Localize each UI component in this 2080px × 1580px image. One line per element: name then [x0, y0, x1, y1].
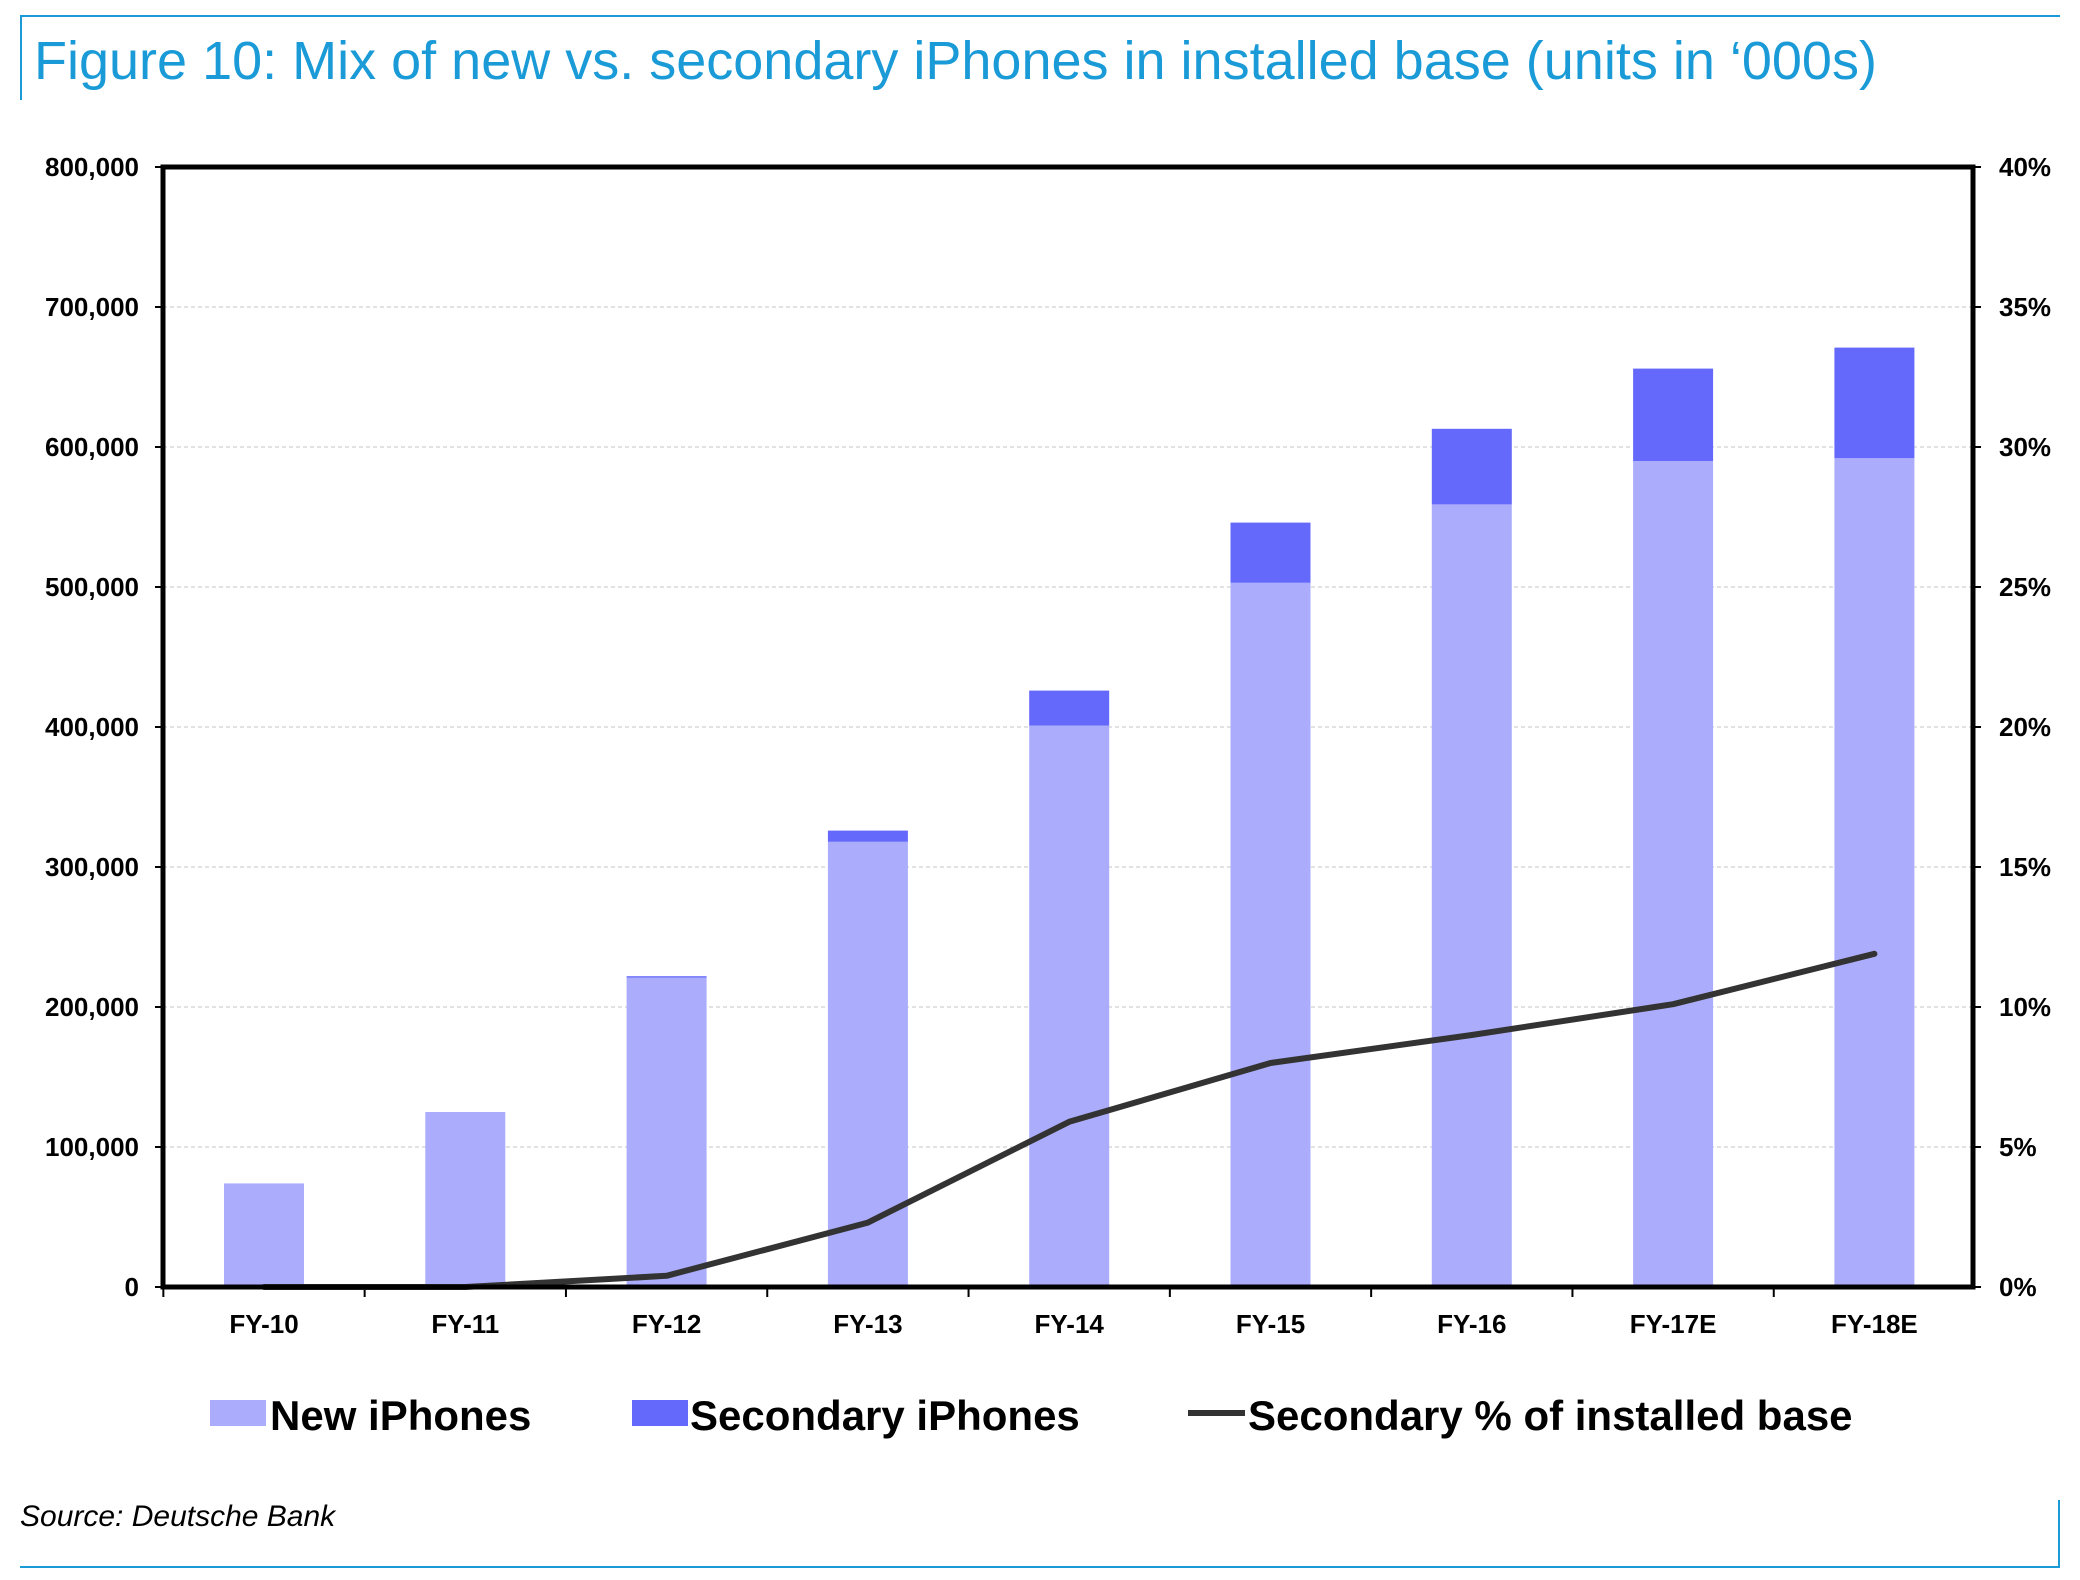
x-tick-label: FY-11 [431, 1309, 499, 1339]
bar-new-iphones [626, 977, 707, 1287]
line-point [865, 1220, 870, 1225]
x-tick-label: FY-15 [1236, 1309, 1305, 1339]
y-left-tick-label: 100,000 [45, 1132, 139, 1162]
bar-secondary-iphones [1029, 690, 1110, 726]
y-left-tick-label: 600,000 [45, 432, 139, 462]
bar-secondary-iphones [827, 830, 908, 842]
y-left-tick-label: 0 [125, 1272, 139, 1302]
source-note: Source: Deutsche Bank [20, 1500, 336, 1533]
legend-swatch-new [210, 1400, 266, 1426]
x-tick-label: FY-18E [1831, 1309, 1918, 1339]
bottom-rule [20, 1566, 2060, 1568]
y-right-tick-label: 20% [1999, 712, 2051, 742]
x-tick-label: FY-17E [1630, 1309, 1717, 1339]
legend-label-line: Secondary % of installed base [1248, 1392, 1853, 1439]
top-rule [20, 15, 2060, 17]
bar-new-iphones [1431, 504, 1512, 1287]
bar-secondary-iphones [1834, 347, 1915, 459]
bar-new-iphones [425, 1112, 506, 1287]
y-right-tick-label: 35% [1999, 292, 2051, 322]
y-right-tick-label: 40% [1999, 152, 2051, 182]
y-left-tick-label: 800,000 [45, 152, 139, 182]
x-tick-label: FY-16 [1437, 1309, 1506, 1339]
line-point [1469, 1033, 1474, 1037]
left-rule [20, 15, 22, 100]
right-rule [2058, 1500, 2060, 1568]
bar-secondary-iphones [1230, 522, 1311, 583]
y-left-tick-label: 500,000 [45, 572, 139, 602]
bar-new-iphones [1633, 461, 1714, 1287]
bar-new-iphones [1029, 725, 1110, 1287]
y-left-tick-label: 700,000 [45, 292, 139, 322]
bar-new-iphones [224, 1183, 304, 1287]
y-right-tick-label: 30% [1999, 432, 2051, 462]
line-point [1268, 1061, 1273, 1065]
chart-title: Figure 10: Mix of new vs. secondary iPho… [34, 31, 1877, 91]
x-tick-label: FY-12 [632, 1309, 701, 1339]
plot-frame [160, 164, 1976, 1290]
y-right-tick-label: 0% [1999, 1272, 2037, 1302]
bar-secondary-iphones [1431, 428, 1512, 505]
bar-secondary-iphones [1633, 368, 1714, 461]
bar-new-iphones [1834, 458, 1915, 1287]
y-right-tick-label: 5% [1999, 1132, 2037, 1162]
y-left-tick-label: 300,000 [45, 852, 139, 882]
x-tick-label: FY-10 [229, 1309, 298, 1339]
x-tick-label: FY-13 [833, 1309, 902, 1339]
line-point [664, 1273, 669, 1278]
line-point [1872, 951, 1877, 956]
y-left-tick-label: 200,000 [45, 992, 139, 1022]
bar-new-iphones [1230, 582, 1311, 1287]
y-left-tick-label: 400,000 [45, 712, 139, 742]
y-right-tick-label: 25% [1999, 572, 2051, 602]
x-tick-label: FY-14 [1035, 1309, 1105, 1339]
line-point [1671, 1002, 1676, 1007]
legend-label-secondary: Secondary iPhones [690, 1392, 1080, 1439]
bar-secondary-iphones [626, 976, 707, 978]
y-right-tick-label: 15% [1999, 852, 2051, 882]
legend-swatch-secondary [632, 1400, 688, 1426]
legend-label-new: New iPhones [270, 1392, 531, 1439]
bar-new-iphones [827, 841, 908, 1287]
line-point [1067, 1119, 1072, 1124]
y-right-tick-label: 10% [1999, 992, 2051, 1022]
